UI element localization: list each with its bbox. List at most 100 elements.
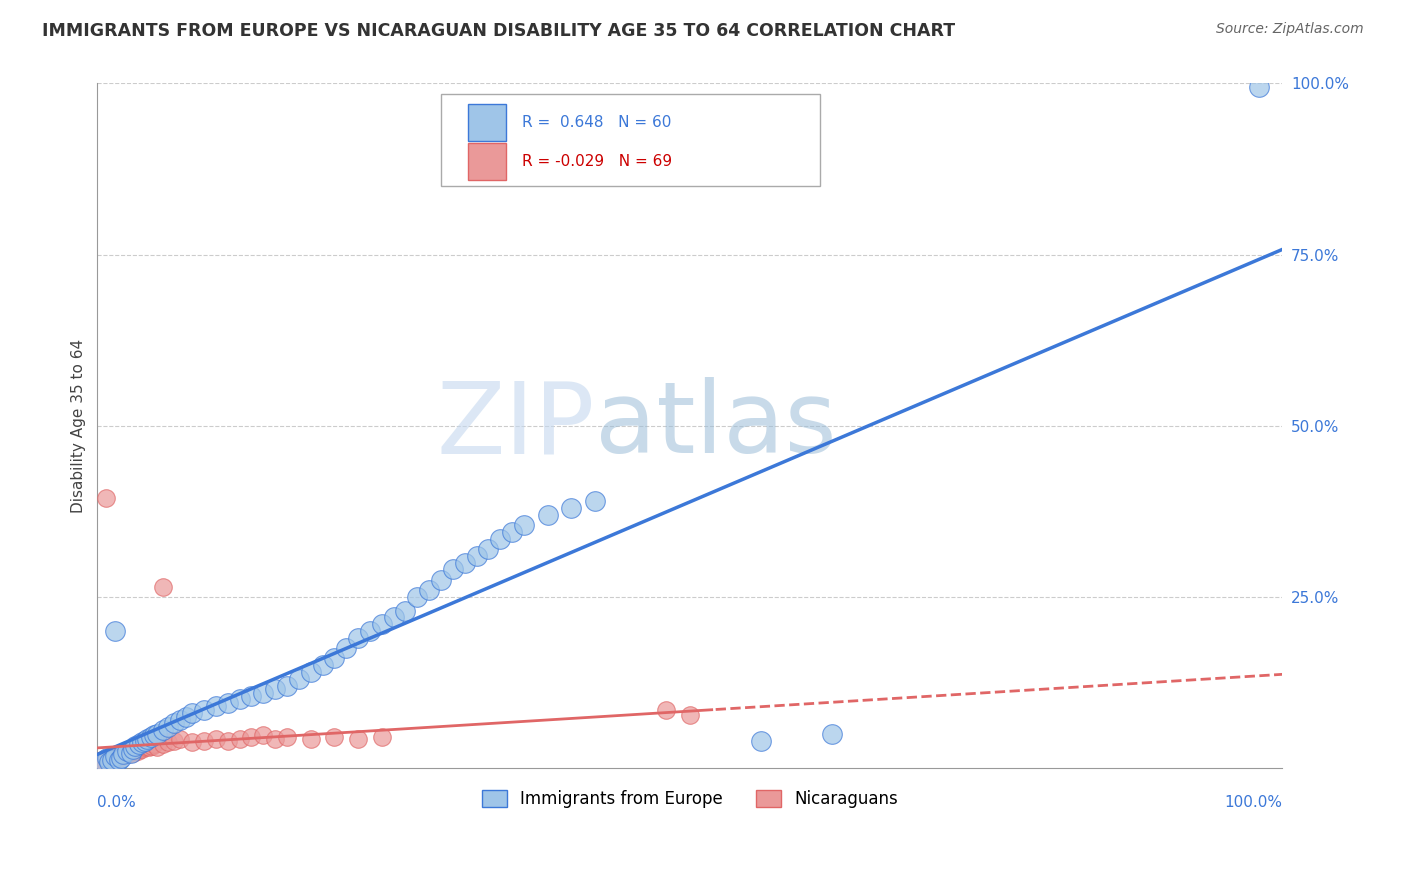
Point [122, 741, 145, 756]
Point [115, 744, 138, 758]
Point [276, 730, 298, 744]
Point [152, 737, 174, 751]
Point [108, 748, 131, 763]
Point [104, 624, 127, 638]
Point [136, 732, 159, 747]
Point [145, 740, 167, 755]
Point [163, 716, 186, 731]
Point [264, 682, 287, 697]
Point [143, 737, 166, 751]
Point [655, 703, 678, 717]
Point [299, 665, 322, 679]
Point [124, 739, 146, 753]
Point [127, 744, 149, 758]
Point [347, 631, 370, 645]
Point [406, 590, 429, 604]
Point [371, 730, 394, 744]
Text: 0.0%: 0.0% [97, 796, 136, 810]
Point [91, 753, 114, 767]
Point [107, 747, 129, 762]
Point [115, 744, 138, 758]
Point [122, 746, 145, 760]
Y-axis label: Disability Age 35 to 64: Disability Age 35 to 64 [72, 339, 86, 513]
Text: ZIP: ZIP [437, 377, 595, 475]
Point [583, 494, 606, 508]
FancyBboxPatch shape [468, 144, 506, 180]
Point [441, 562, 464, 576]
Point [347, 732, 370, 747]
Point [131, 741, 153, 756]
Point [288, 672, 311, 686]
Point [89, 754, 111, 768]
Point [217, 696, 239, 710]
Point [91, 753, 114, 767]
Point [112, 748, 135, 763]
Point [240, 730, 263, 744]
Legend: Immigrants from Europe, Nicaraguans: Immigrants from Europe, Nicaraguans [475, 783, 905, 814]
Point [101, 748, 124, 763]
Point [335, 641, 357, 656]
Point [157, 735, 180, 749]
Point [129, 740, 152, 755]
Point [537, 508, 560, 522]
Point [477, 541, 499, 556]
Text: Source: ZipAtlas.com: Source: ZipAtlas.com [1216, 22, 1364, 37]
Point [89, 756, 111, 770]
Point [141, 739, 163, 753]
Point [120, 744, 142, 758]
Point [252, 728, 274, 742]
Point [513, 518, 536, 533]
Point [91, 754, 114, 768]
Point [163, 733, 186, 747]
Point [94, 754, 117, 768]
Point [131, 735, 153, 749]
Point [124, 741, 146, 756]
Point [93, 756, 115, 770]
Point [749, 733, 772, 747]
Point [193, 703, 215, 717]
Point [91, 754, 114, 768]
Point [501, 524, 523, 539]
Point [371, 617, 394, 632]
Point [134, 733, 156, 747]
Point [129, 739, 152, 753]
Point [169, 732, 191, 747]
Point [103, 753, 125, 767]
Point [121, 741, 143, 756]
Point [110, 747, 132, 762]
Point [152, 580, 174, 594]
Point [359, 624, 381, 638]
Point [145, 727, 167, 741]
Point [107, 753, 129, 767]
Point [228, 732, 250, 747]
Point [205, 699, 228, 714]
Point [181, 735, 204, 749]
Point [96, 756, 118, 770]
Point [276, 679, 298, 693]
Point [90, 756, 112, 770]
Point [104, 750, 127, 764]
Point [193, 733, 215, 747]
Point [217, 733, 239, 747]
Point [98, 756, 121, 770]
Point [205, 732, 228, 747]
Point [111, 746, 134, 760]
Point [112, 747, 135, 762]
Point [1247, 79, 1270, 94]
Text: R = -0.029   N = 69: R = -0.029 N = 69 [522, 154, 672, 169]
Text: atlas: atlas [595, 377, 837, 475]
Point [120, 746, 142, 760]
Point [240, 689, 263, 703]
Point [679, 707, 702, 722]
Point [489, 532, 512, 546]
Point [98, 754, 121, 768]
Point [134, 740, 156, 755]
Text: 100.0%: 100.0% [1225, 796, 1282, 810]
Point [143, 728, 166, 742]
Point [96, 750, 118, 764]
Point [94, 491, 117, 505]
FancyBboxPatch shape [441, 94, 820, 186]
Point [104, 748, 127, 763]
Point [117, 747, 139, 762]
Point [152, 723, 174, 738]
